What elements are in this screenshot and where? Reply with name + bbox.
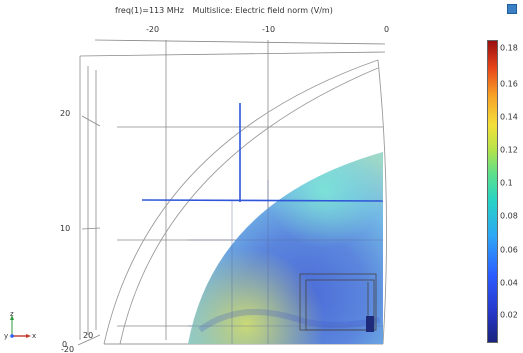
corner-tick-2: -20	[61, 345, 74, 353]
y-tick-2: 10	[60, 224, 70, 233]
source-port	[366, 316, 374, 332]
field-description: Multislice: Electric field norm (V/m)	[192, 6, 333, 15]
colorbar-label: 0.08	[500, 211, 518, 221]
x-tick-2: -10	[262, 25, 275, 34]
y-tick-3: 0	[62, 340, 67, 349]
corner-tick-1: 20	[83, 331, 93, 340]
colorbar-label: 0.02	[500, 310, 518, 320]
camera-icon[interactable]	[507, 4, 517, 14]
triad-z-label: z	[10, 310, 14, 318]
axis-triad: z y x	[4, 310, 44, 350]
colorbar-label: 0.12	[500, 145, 518, 155]
y-tick-1: 20	[60, 109, 70, 118]
plot-area: -20 -10 0 20 10 0 20 -20	[60, 25, 389, 353]
triad-y-label: y	[4, 332, 9, 340]
frequency-label: freq(1)=113 MHz	[115, 6, 184, 15]
field-slice	[188, 152, 383, 344]
colorbar-label: 0.18	[500, 43, 518, 53]
inner-box	[299, 273, 377, 331]
triad-arrows	[10, 315, 31, 338]
colorbar-label: 0.16	[500, 79, 518, 89]
triad-x-label: x	[32, 332, 37, 340]
slice-grid	[188, 180, 383, 344]
slice-lines	[141, 103, 384, 202]
colorbar	[487, 40, 498, 343]
plot-title: freq(1)=113 MHz Multislice: Electric fie…	[115, 6, 333, 15]
colorbar-label: 0.06	[500, 245, 518, 255]
colorbar-label: 0.14	[500, 112, 518, 122]
x-tick-1: -20	[146, 25, 159, 34]
colorbar-label: 0.04	[500, 278, 518, 288]
x-tick-3: 0	[384, 25, 389, 34]
colorbar-label: 0.1	[500, 178, 513, 188]
